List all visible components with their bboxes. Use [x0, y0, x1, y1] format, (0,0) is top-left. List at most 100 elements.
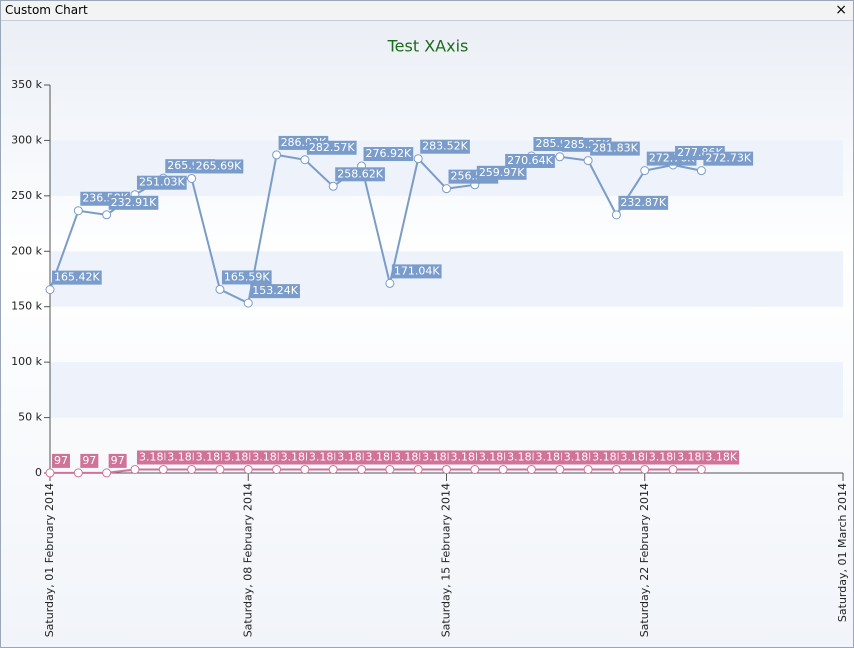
- data-label-box: [52, 453, 70, 468]
- data-point: [45, 285, 55, 295]
- data-label: 3.18K: [193, 450, 230, 465]
- data-label: 3.18K: [505, 450, 541, 465]
- data-label-text: 97: [111, 454, 125, 467]
- data-label-text: 3.18K: [422, 450, 454, 463]
- data-point: [187, 173, 197, 183]
- data-label: 165.42K: [52, 270, 102, 285]
- x-tick-label: Saturday, 08 February 2014: [241, 483, 254, 637]
- data-point: [243, 464, 253, 474]
- y-tick-label: 300 k: [11, 133, 42, 146]
- data-label: 3.18K: [590, 450, 626, 465]
- data-label-box: [448, 450, 485, 465]
- data-label: 3.18K: [165, 450, 202, 465]
- data-label-text: 3.18K: [705, 450, 737, 463]
- data-label: 3.18K: [363, 450, 400, 465]
- data-label-text: 3.18K: [252, 450, 284, 463]
- data-label: 270.64K: [505, 153, 555, 168]
- data-label-box: [476, 165, 527, 180]
- data-label: 3.18K: [391, 450, 428, 465]
- data-point: [130, 464, 140, 474]
- data-label-text: 153.24K: [252, 284, 298, 297]
- data-point: [272, 464, 282, 474]
- data-point: [413, 154, 423, 164]
- data-label-box: [335, 167, 385, 182]
- y-tick-label: 150 k: [11, 300, 42, 313]
- data-label-text: 270.64K: [507, 154, 553, 167]
- data-label: 97: [52, 453, 70, 468]
- data-point: [45, 468, 55, 478]
- title-bar: Custom Chart ×: [1, 1, 853, 21]
- data-label-box: [335, 450, 371, 465]
- data-label: 3.18K: [448, 450, 485, 465]
- data-point: [696, 464, 706, 474]
- data-label-box: [221, 450, 258, 465]
- data-label: 3.18K: [278, 450, 315, 465]
- data-label-box: [250, 284, 300, 299]
- close-button[interactable]: ×: [835, 2, 847, 18]
- data-label-box: [108, 195, 159, 210]
- data-point: [215, 464, 225, 474]
- data-label-box: [703, 450, 740, 465]
- data-point: [328, 181, 338, 191]
- data-label-text: 232.87K: [620, 196, 666, 209]
- data-label-box: [505, 450, 541, 465]
- data-label: 282.57K: [306, 140, 357, 155]
- data-label-box: [675, 450, 711, 465]
- data-point: [158, 464, 168, 474]
- data-label: 265.69K: [193, 159, 244, 174]
- data-label: 3.18K: [646, 450, 683, 465]
- data-label-text: 3.18K: [167, 450, 199, 463]
- y-tick-label: 100 k: [11, 355, 42, 368]
- data-label-box: [420, 450, 456, 465]
- data-label: 3.18K: [675, 450, 711, 465]
- data-label-box: [80, 453, 99, 468]
- chart-title: Test XAxis: [387, 37, 469, 56]
- data-label-text: 3.18K: [649, 450, 681, 463]
- data-point: [357, 464, 367, 474]
- data-label: 171.04K: [391, 264, 442, 279]
- data-label-box: [108, 453, 127, 468]
- data-label-text: 276.92K: [366, 147, 412, 160]
- data-point: [555, 464, 565, 474]
- data-label-box: [476, 450, 513, 465]
- data-point: [102, 210, 112, 220]
- data-point: [272, 150, 282, 160]
- data-label-text: 282.57K: [309, 141, 355, 154]
- data-label-text: 281.83K: [592, 142, 638, 155]
- data-label-text: 165.42K: [54, 271, 100, 284]
- data-label-text: 3.18K: [224, 450, 256, 463]
- data-label-text: 3.18K: [592, 450, 624, 463]
- data-label: 97: [108, 453, 127, 468]
- data-label: 3.18K: [250, 450, 286, 465]
- x-tick-label: Saturday, 01 February 2014: [43, 483, 56, 637]
- data-point: [668, 464, 678, 474]
- data-label-box: [250, 450, 286, 465]
- data-point: [611, 464, 621, 474]
- data-label-box: [221, 270, 272, 285]
- data-label-text: 97: [82, 454, 96, 467]
- data-label: 3.18K: [221, 450, 258, 465]
- data-label-box: [533, 450, 570, 465]
- data-label: 251.03K: [136, 175, 187, 190]
- data-point: [526, 464, 536, 474]
- data-label-text: 3.18K: [309, 450, 341, 463]
- data-label-box: [136, 450, 173, 465]
- data-point: [328, 464, 338, 474]
- data-label: 232.91K: [108, 195, 159, 210]
- data-label: 3.18K: [335, 450, 371, 465]
- x-tick-label: Saturday, 22 February 2014: [638, 483, 651, 637]
- data-point: [640, 464, 650, 474]
- data-label-box: [193, 159, 244, 174]
- data-point: [300, 155, 310, 165]
- data-point: [583, 464, 593, 474]
- y-tick-label: 50 k: [18, 411, 42, 424]
- data-label-text: 3.18K: [479, 450, 511, 463]
- data-point: [442, 464, 451, 474]
- data-label-text: 3.18K: [564, 450, 596, 463]
- data-label-text: 259.97K: [479, 166, 525, 179]
- data-point: [385, 464, 395, 474]
- data-point: [696, 166, 706, 176]
- data-label-box: [590, 450, 626, 465]
